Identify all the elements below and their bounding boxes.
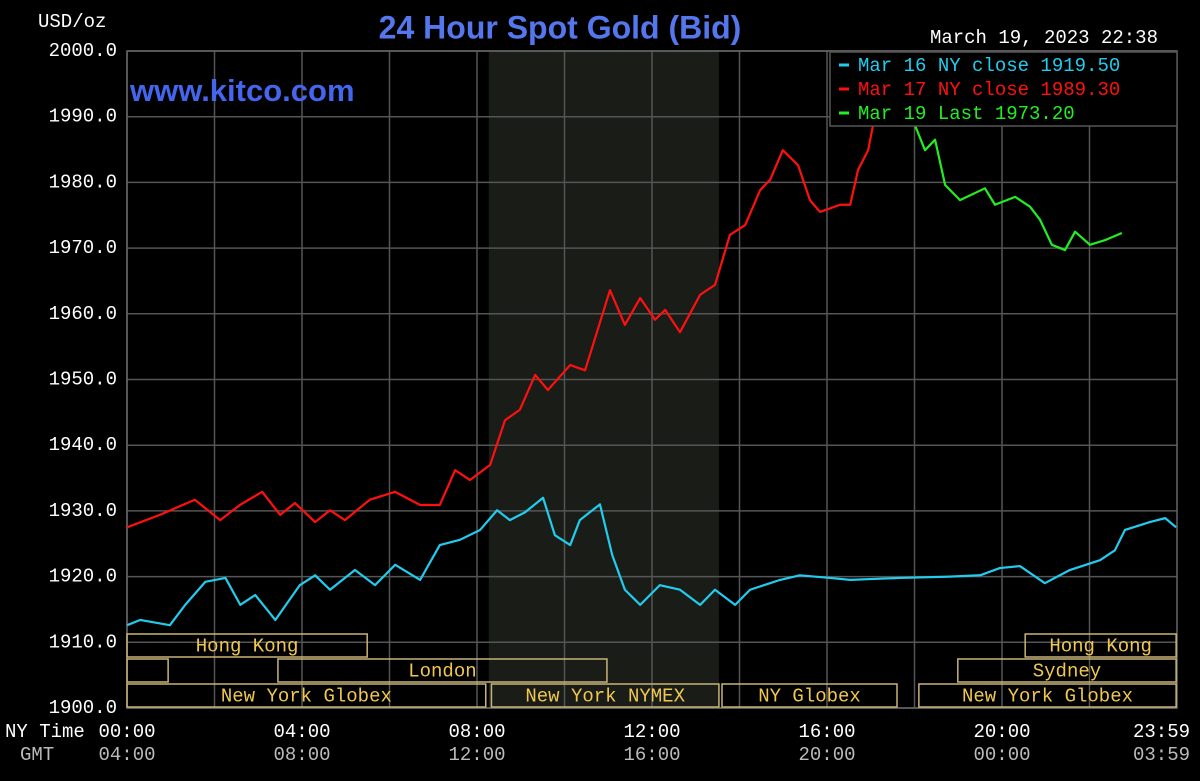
session-box	[277, 658, 608, 683]
x-tick-label: 08:00	[448, 721, 505, 743]
x2-tick-label: 16:00	[623, 744, 680, 766]
y-tick-label: 1950.0	[49, 369, 117, 391]
timestamp: March 19, 2023 22:38	[930, 27, 1158, 49]
price-line	[126, 109, 878, 529]
y-tick-label: 1960.0	[49, 303, 117, 325]
y-axis-label: USD/oz	[38, 11, 106, 33]
x2-tick-label: 04:00	[98, 744, 155, 766]
x2-tick-label: 00:00	[973, 744, 1030, 766]
x-axis-label: NY Time	[5, 721, 85, 743]
session-box	[1024, 633, 1177, 658]
plot-overlay: Hong Kong Hong Kong London Sydney New York G…	[126, 633, 1177, 708]
plot-lines	[126, 109, 1177, 627]
plot-frame	[126, 50, 1178, 709]
y-tick-label: 1930.0	[49, 500, 117, 522]
session-label: Hong Kong	[1049, 636, 1152, 658]
x2-tick-label: 12:00	[448, 744, 505, 766]
y-tick-label: 1900.0	[49, 697, 117, 719]
session-label: New York Globex	[221, 686, 392, 708]
legend-box	[829, 51, 1178, 127]
x-tick-label: 12:00	[623, 721, 680, 743]
session-box	[490, 683, 720, 708]
x2-axis-label: GMT	[20, 744, 54, 766]
price-line	[913, 124, 1123, 252]
x-tick-label: 04:00	[273, 721, 330, 743]
session-box	[126, 633, 368, 658]
y-tick-label: 2000.0	[49, 40, 117, 62]
session-box	[957, 658, 1177, 683]
price-line	[126, 496, 1177, 627]
session-box	[918, 683, 1177, 708]
x-tick-label: 00:00	[98, 721, 155, 743]
x-tick-label: 20:00	[973, 721, 1030, 743]
y-tick-label: 1990.0	[49, 106, 117, 128]
chart-title: 24 Hour Spot Gold (Bid)	[379, 9, 742, 45]
legend-label: Mar 19 Last 1973.20	[858, 103, 1075, 125]
legend-label: Mar 16 NY close 1919.50	[858, 55, 1120, 77]
x2-tick-label: 08:00	[273, 744, 330, 766]
y-tick-label: 1910.0	[49, 631, 117, 653]
session-label: London	[408, 661, 476, 683]
session-label: New York NYMEX	[525, 686, 685, 708]
x2-tick-label: 20:00	[798, 744, 855, 766]
x2-tick-label: 03:59	[1133, 744, 1190, 766]
y-tick-label: 1970.0	[49, 237, 117, 259]
session-label: NY Globex	[758, 686, 861, 708]
session-box	[126, 658, 169, 683]
session-label: New York Globex	[962, 686, 1133, 708]
x-tick-label: 23:59	[1133, 721, 1190, 743]
y-tick-label: 1920.0	[49, 566, 117, 588]
session-label: Sydney	[1033, 661, 1101, 683]
session-label: Hong Kong	[196, 636, 299, 658]
legend-label: Mar 17 NY close 1989.30	[858, 79, 1120, 101]
y-tick-label: 1940.0	[49, 434, 117, 456]
y-tick-label: 1980.0	[49, 171, 117, 193]
session-box	[126, 683, 487, 708]
watermark: www.kitco.com	[129, 73, 355, 108]
session-box	[721, 683, 898, 708]
x-tick-label: 16:00	[798, 721, 855, 743]
